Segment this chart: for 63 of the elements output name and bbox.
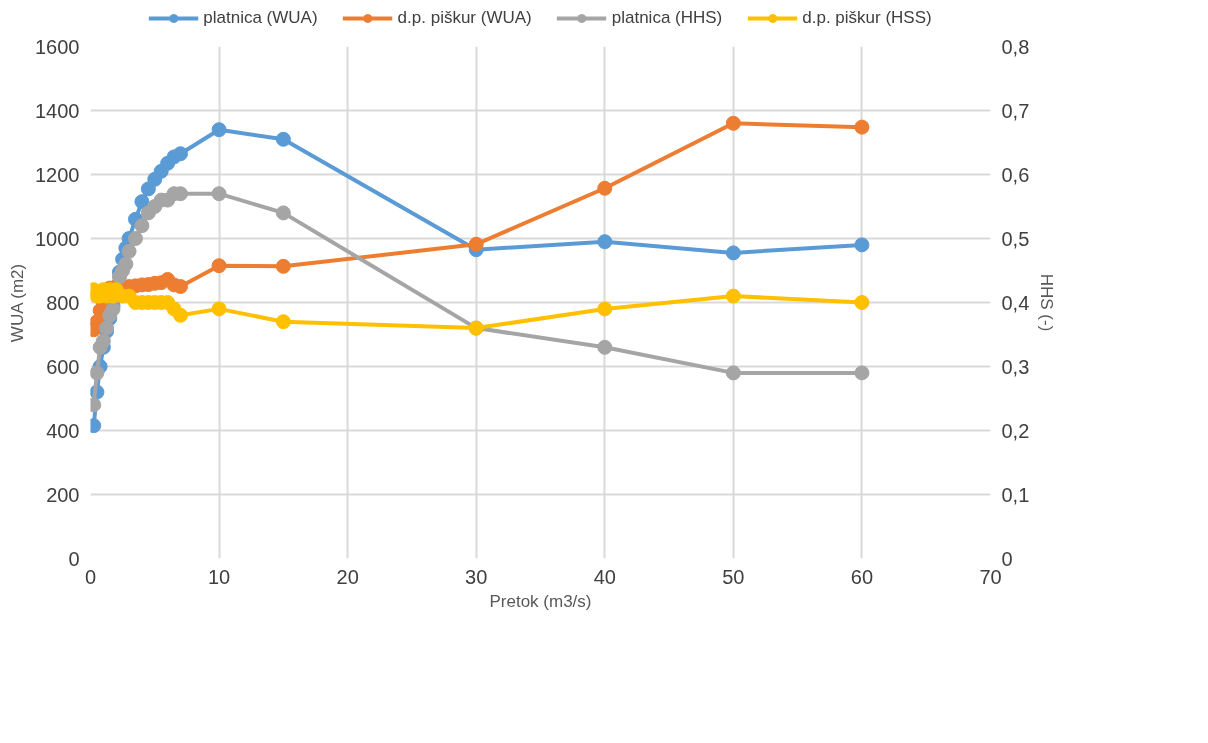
point <box>597 301 613 317</box>
x-tick-label: 70 <box>979 565 1002 588</box>
y2-tick-label: 0,8 <box>1001 35 1030 58</box>
point <box>597 339 613 355</box>
x-tick-label: 60 <box>850 565 874 588</box>
point <box>173 146 188 162</box>
point <box>90 365 105 381</box>
y2-tick-label: 0,1 <box>1001 483 1030 506</box>
x-tick-label: 0 <box>84 565 97 588</box>
legend-label: platnica (WUA) <box>203 8 318 28</box>
y2-tick-label: 0 <box>1001 547 1013 570</box>
x-tick-label: 50 <box>722 565 745 588</box>
point <box>468 236 484 252</box>
y2-axis-title: HHS (-) <box>1037 273 1057 332</box>
point <box>173 279 188 294</box>
y-tick-label: 600 <box>46 355 80 378</box>
point <box>725 365 741 381</box>
point <box>128 231 143 246</box>
y-tick-label: 0 <box>68 547 80 570</box>
point <box>597 234 613 250</box>
point <box>173 307 188 323</box>
y-axis-title: WUA (m2) <box>8 263 28 343</box>
y2-tick-label: 0,7 <box>1001 99 1030 122</box>
y-tick-label: 1200 <box>35 163 80 186</box>
point <box>211 122 227 138</box>
point <box>854 119 870 135</box>
y-tick-label: 1400 <box>35 99 80 122</box>
point <box>211 301 227 317</box>
x-tick-label: 40 <box>593 565 616 588</box>
y-tick-label: 800 <box>46 291 80 314</box>
point <box>725 115 741 131</box>
x-tick-label: 10 <box>207 565 231 588</box>
y-tick-label: 1000 <box>35 227 80 250</box>
point <box>854 365 870 381</box>
point <box>275 314 291 330</box>
point <box>95 333 111 349</box>
point <box>275 131 291 147</box>
point <box>134 218 150 234</box>
y-tick-label: 200 <box>46 483 80 506</box>
point <box>725 245 741 261</box>
x-tick-label: 30 <box>465 565 488 588</box>
point <box>211 186 227 202</box>
point <box>854 237 870 253</box>
point <box>134 194 150 210</box>
y2-tick-label: 0,5 <box>1001 227 1030 250</box>
y-tick-label: 1600 <box>35 35 80 58</box>
y2-tick-label: 0,4 <box>1001 291 1030 314</box>
point <box>854 295 870 310</box>
x-axis-title: Pretok (m3/s) <box>489 591 592 611</box>
point <box>597 180 613 196</box>
y2-tick-label: 0,3 <box>1001 355 1030 378</box>
legend-label: d.p. piškur (HSS) <box>802 8 932 28</box>
point <box>211 258 227 274</box>
x-tick-label: 20 <box>336 565 359 588</box>
y-tick-label: 400 <box>46 419 80 442</box>
point <box>275 205 291 221</box>
point <box>725 288 741 304</box>
point <box>275 258 291 274</box>
legend-label: platnica (HHS) <box>611 8 723 28</box>
point <box>118 256 134 272</box>
y2-tick-label: 0,6 <box>1001 163 1030 186</box>
legend-label: d.p. piškur (WUA) <box>397 8 532 28</box>
y2-tick-label: 0,2 <box>1001 419 1030 442</box>
